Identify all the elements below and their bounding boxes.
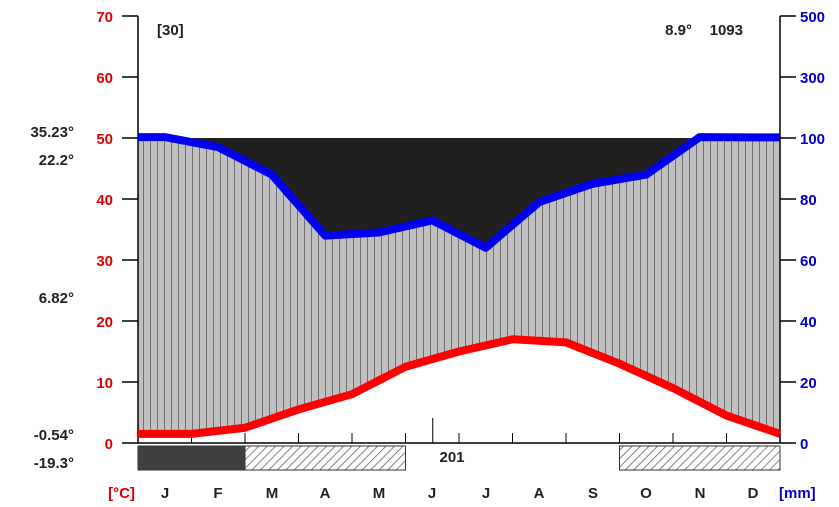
perhumid-fill [138,137,780,248]
left-tick-label: 50 [96,131,113,148]
mean-max-temp: 22.2° [39,152,74,169]
left-tick-label: 30 [96,253,113,270]
left-tick-label: 20 [96,314,113,331]
frost-certain-bar [137,445,246,471]
frost-probable-bar [619,445,781,471]
month-label: S [588,485,598,502]
right-tick-labels: 500 300 100 80 60 40 20 0 [800,9,825,453]
right-tick-label: 300 [800,70,825,87]
month-label: D [748,485,759,502]
left-annotations: 35.23° 22.2° 6.82° -0.54° -19.3° [30,124,74,472]
left-tick-labels: 70 60 50 40 30 20 10 0 [96,9,113,453]
temperature-line [138,335,782,438]
month-label: M [266,485,279,502]
right-tick-label: 20 [800,375,817,392]
right-unit-label: [mm] [779,485,816,502]
annual-precipitation: 1093 [710,22,743,39]
month-label: O [640,485,652,502]
max-temp-extreme: 35.23° [30,124,74,141]
mean-daily-range: 6.82° [39,290,74,307]
mean-min-temp: -0.54° [34,427,74,444]
axis-ticks [122,15,796,444]
month-label: A [320,485,331,502]
right-tick-label: 500 [800,9,825,26]
right-tick-label: 80 [800,192,817,209]
frost-probable-bar [244,445,406,471]
month-labels: J F M A M J J A S O N D [161,485,759,502]
left-tick-label: 10 [96,375,113,392]
left-tick-label: 40 [96,192,113,209]
left-tick-label: 0 [105,436,113,453]
month-label: A [534,485,545,502]
years-of-record: [30] [157,22,184,39]
month-label: J [428,485,436,502]
mean-annual-temp: 8.9° [665,22,692,39]
left-tick-label: 70 [96,9,113,26]
month-label: F [213,485,222,502]
month-label: N [695,485,706,502]
min-temp-extreme: -19.3° [34,455,74,472]
frost-bar [137,445,781,471]
left-unit-label: [°C] [108,485,135,502]
month-label: J [482,485,490,502]
precipitation-line [138,133,780,252]
right-tick-label: 40 [800,314,817,331]
frost-free-days: 201 [439,449,464,466]
left-tick-label: 60 [96,70,113,87]
month-label: M [373,485,386,502]
series-lines [138,133,782,438]
month-label: J [161,485,169,502]
right-tick-label: 0 [800,436,808,453]
right-tick-label: 60 [800,253,817,270]
right-tick-label: 100 [800,131,825,148]
